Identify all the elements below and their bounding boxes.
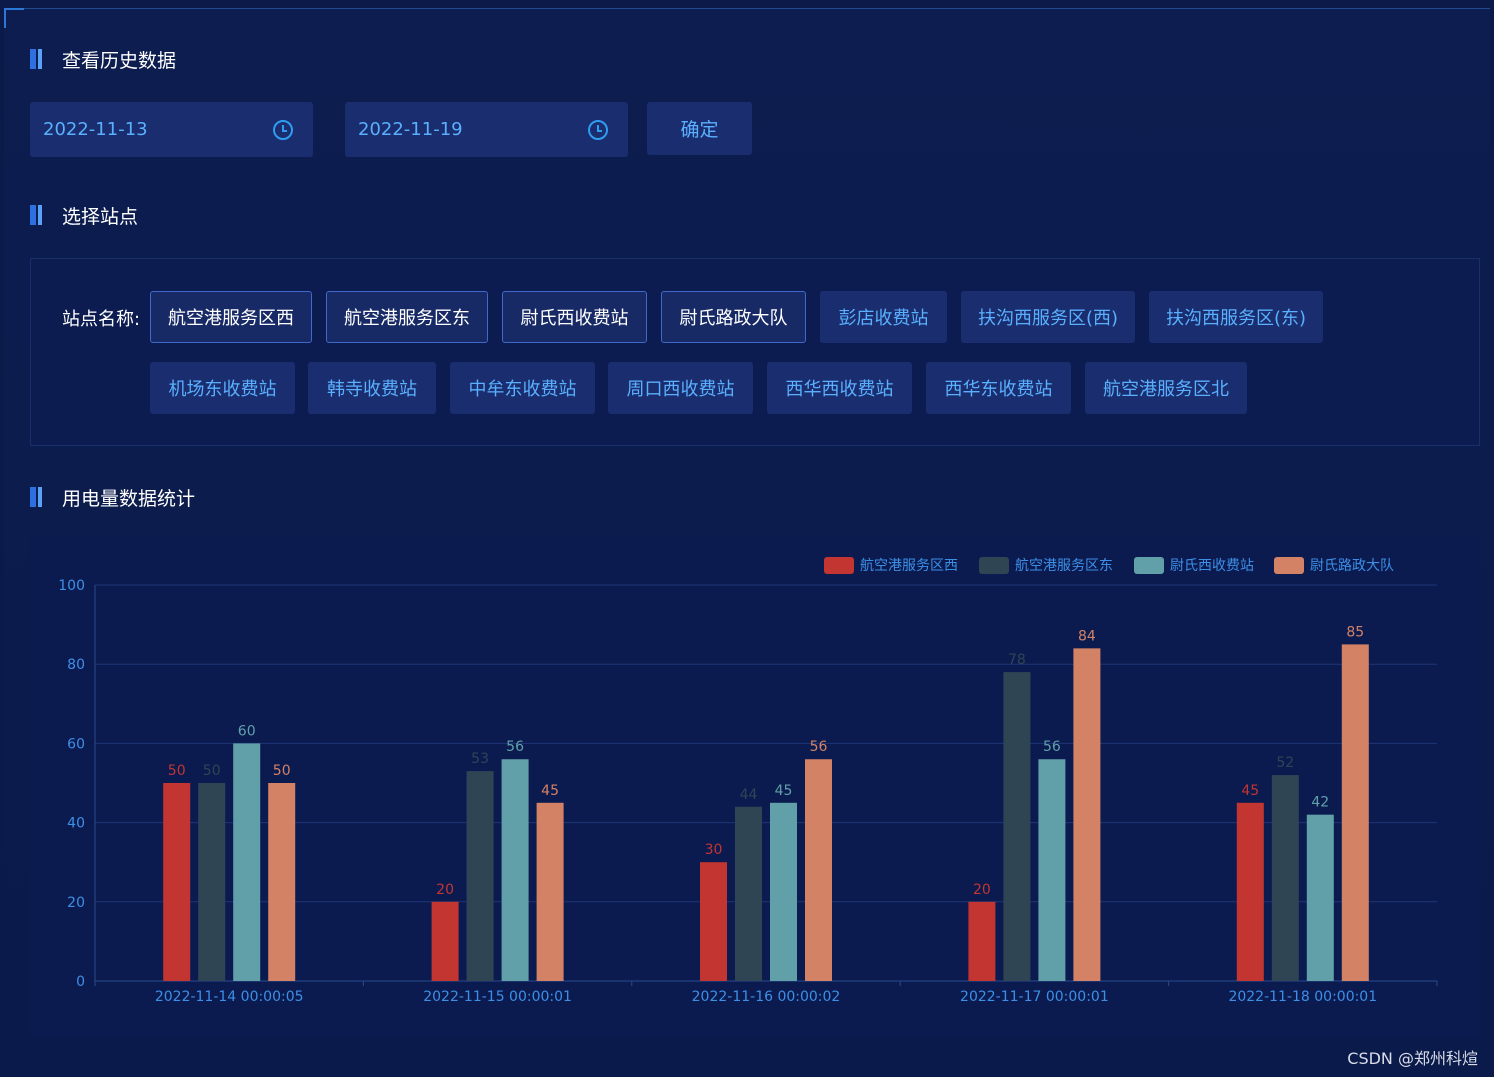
station-button[interactable]: 西华东收费站 (926, 362, 1071, 414)
legend-swatch[interactable] (979, 557, 1009, 574)
legend-swatch[interactable] (1274, 557, 1304, 574)
bar-value-label: 56 (810, 739, 828, 755)
bar[interactable] (968, 901, 996, 981)
bar[interactable] (1003, 672, 1031, 981)
bar-value-label: 44 (740, 787, 758, 803)
bar[interactable] (233, 743, 261, 981)
x-tick-label: 2022-11-17 00:00:01 (960, 989, 1109, 1005)
bar[interactable] (805, 759, 832, 981)
bar-value-label: 45 (541, 783, 559, 799)
station-button[interactable]: 尉氏西收费站 (502, 291, 647, 343)
legend-label[interactable]: 航空港服务区东 (1015, 558, 1113, 574)
section-title-stats: 用电量数据统计 (30, 485, 196, 510)
station-button[interactable]: 扶沟西服务区(东) (1149, 291, 1323, 343)
bar[interactable] (198, 783, 226, 981)
bar[interactable] (770, 802, 797, 981)
end-date-input[interactable]: 2022-11-19 (345, 102, 628, 157)
title-bar-icon (30, 49, 42, 69)
bar-value-label: 52 (1276, 755, 1294, 771)
station-label: 站点名称: (62, 309, 141, 330)
bar-value-label: 45 (775, 783, 793, 799)
bar-value-label: 85 (1346, 624, 1364, 640)
x-tick-label: 2022-11-15 00:00:01 (423, 989, 572, 1005)
station-button[interactable]: 航空港服务区西 (150, 291, 312, 343)
bar-value-label: 45 (1241, 783, 1259, 799)
bar-chart: 0 20 40 60 80 100 2022-11-14 00:00:05 50 50 60 50 2… (58, 557, 1438, 1005)
bar-value-label: 56 (506, 739, 524, 755)
legend-label[interactable]: 尉氏西收费站 (1170, 558, 1254, 574)
frame-corner-decoration (4, 8, 24, 28)
station-button[interactable]: 周口西收费站 (608, 362, 753, 414)
bar-value-label: 84 (1078, 628, 1096, 644)
bar[interactable] (1271, 775, 1299, 981)
station-button[interactable]: 韩寺收费站 (308, 362, 436, 414)
station-button[interactable]: 尉氏路政大队 (661, 291, 806, 343)
start-date-input[interactable]: 2022-11-13 (30, 102, 313, 157)
station-button[interactable]: 航空港服务区北 (1085, 362, 1247, 414)
bar[interactable] (431, 901, 459, 981)
bar[interactable] (735, 806, 762, 981)
station-button[interactable]: 彭店收费站 (820, 291, 947, 343)
bar[interactable] (163, 783, 191, 981)
clock-icon (588, 120, 608, 140)
bar[interactable] (1073, 648, 1101, 981)
bar-value-label: 20 (973, 882, 991, 898)
bar-value-label: 50 (203, 763, 221, 779)
bar-value-label: 42 (1311, 795, 1329, 811)
title-bar-icon (30, 205, 42, 225)
x-tick-label: 2022-11-14 00:00:05 (155, 989, 304, 1005)
bar[interactable] (1236, 802, 1264, 981)
station-button[interactable]: 中牟东收费站 (450, 362, 595, 414)
station-panel (30, 258, 1480, 446)
y-tick-label: 60 (67, 736, 85, 752)
bar[interactable] (466, 771, 494, 981)
bar-value-label: 60 (238, 723, 256, 739)
end-date-value: 2022-11-19 (358, 119, 463, 140)
section-title-text: 用电量数据统计 (62, 487, 196, 510)
bar-value-label: 50 (168, 763, 186, 779)
section-title-history: 查看历史数据 (30, 47, 177, 72)
title-bar-icon (30, 487, 42, 507)
bar-value-label: 20 (436, 882, 454, 898)
bar[interactable] (536, 802, 564, 981)
watermark: CSDN @郑州科煊 (1347, 1049, 1478, 1068)
bar[interactable] (501, 759, 529, 981)
x-tick-label: 2022-11-18 00:00:01 (1228, 989, 1377, 1005)
bar-value-label: 56 (1043, 739, 1061, 755)
bar[interactable] (1306, 814, 1334, 981)
x-tick-label: 2022-11-16 00:00:02 (692, 989, 841, 1005)
station-button[interactable]: 扶沟西服务区(西) (961, 291, 1135, 343)
clock-icon (273, 120, 293, 140)
y-tick-label: 80 (67, 657, 85, 673)
station-button[interactable]: 西华西收费站 (767, 362, 912, 414)
section-title-stations: 选择站点 (30, 203, 139, 228)
y-tick-label: 40 (67, 816, 85, 832)
confirm-button[interactable]: 确定 (647, 102, 752, 155)
bar[interactable] (700, 862, 727, 981)
y-tick-label: 0 (76, 974, 85, 990)
bar[interactable] (1038, 759, 1066, 981)
legend-label[interactable]: 航空港服务区西 (860, 558, 958, 574)
start-date-value: 2022-11-13 (43, 119, 148, 140)
legend-swatch[interactable] (1134, 557, 1164, 574)
section-title-text: 选择站点 (62, 205, 139, 228)
section-title-text: 查看历史数据 (62, 49, 177, 72)
y-tick-label: 100 (58, 578, 85, 594)
bar[interactable] (1341, 644, 1369, 981)
bar-value-label: 53 (471, 751, 489, 767)
station-button[interactable]: 机场东收费站 (150, 362, 295, 414)
bar-value-label: 30 (705, 842, 723, 858)
y-tick-label: 20 (67, 895, 85, 911)
bar-value-label: 78 (1008, 652, 1026, 668)
bar-value-label: 50 (273, 763, 291, 779)
legend-label[interactable]: 尉氏路政大队 (1310, 558, 1394, 574)
station-button[interactable]: 航空港服务区东 (326, 291, 488, 343)
legend-swatch[interactable] (824, 557, 854, 574)
bar[interactable] (268, 783, 296, 981)
